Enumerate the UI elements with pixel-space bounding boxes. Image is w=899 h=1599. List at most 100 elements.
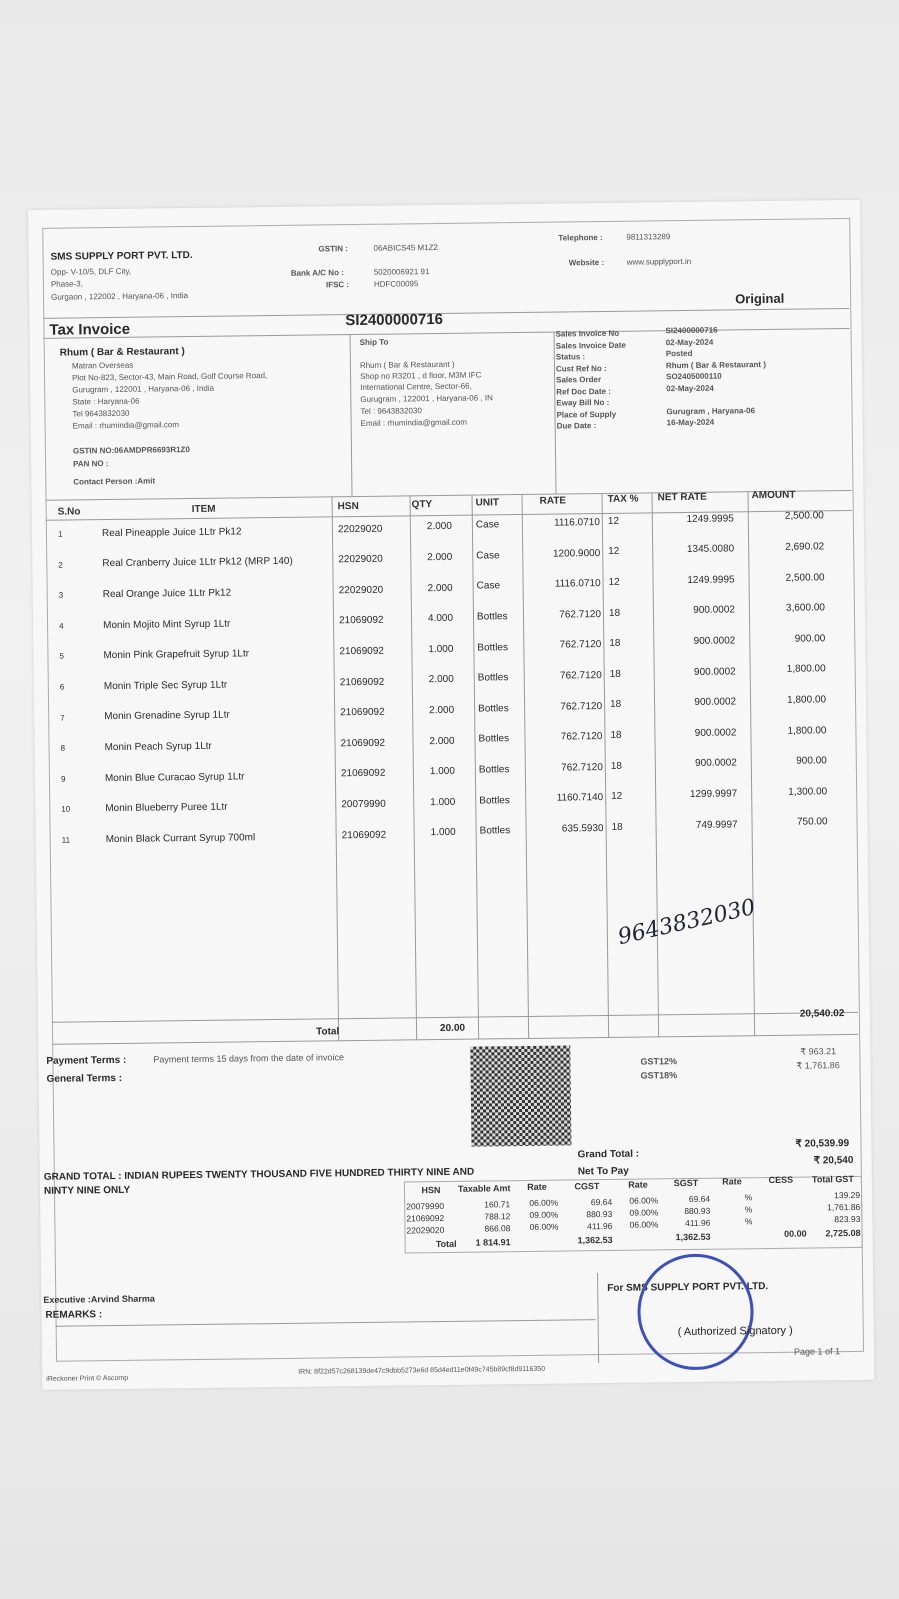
cell-s-no: 7 <box>60 713 65 723</box>
table-row: 7 Monin Grenadine Syrup 1Ltr 21069092 2.000… <box>28 200 860 722</box>
cell-tax-: 18 <box>609 668 621 680</box>
gst-column-header: Taxable Amt <box>457 1183 511 1195</box>
bill-to-pan: PAN NO : <box>73 459 109 469</box>
cell-amount: 900.00 <box>796 755 827 767</box>
cell-item: Monin Peach Syrup 1Ltr <box>104 740 212 754</box>
page-number: Page 1 of 1 <box>793 1346 841 1357</box>
gst-cell: 06.00% <box>529 1221 559 1233</box>
cell-unit: Bottles <box>479 825 511 837</box>
cell-s-no: 3 <box>58 590 64 600</box>
total-qty: 20.00 <box>439 1022 466 1035</box>
cell-net-rate: 900.0002 <box>693 635 736 647</box>
cell-item: Monin Blue Curacao Syrup 1Ltr <box>104 770 245 784</box>
cell-item: Monin Pink Grapefruit Syrup 1Ltr <box>103 648 250 662</box>
gst-cell: 880.93 <box>684 1205 711 1217</box>
cell-net-rate: 749.9997 <box>695 818 738 831</box>
gst-column-header: HSN <box>421 1185 441 1196</box>
gst-cell: % <box>744 1204 753 1215</box>
cell-rate: 1116.0710 <box>554 578 601 590</box>
cell-tax-: 18 <box>608 607 621 619</box>
table-row: 10 Monin Blueberry Puree 1Ltr 20079990 1.00… <box>28 200 860 814</box>
cell-qty: 4.000 <box>427 613 454 625</box>
cell-s-no: 1 <box>57 529 63 539</box>
meta-value: SO2405000110 <box>666 371 722 382</box>
table-row: 5 Monin Pink Grapefruit Syrup 1Ltr 2106909… <box>28 200 860 661</box>
cell-amount: 1,800.00 <box>787 724 827 737</box>
cell-s-no: 11 <box>61 835 71 845</box>
meta-label: Ref Doc Date : <box>556 386 611 397</box>
column-header: ITEM <box>191 503 216 516</box>
gst-total-cell: Total <box>435 1238 457 1250</box>
cell-rate: 1116.0710 <box>554 517 600 529</box>
table-row: 9 Monin Blue Curacao Syrup 1Ltr 21069092 1.… <box>28 200 860 783</box>
cell-s-no: 6 <box>59 682 65 692</box>
cell-rate: 635.5930 <box>561 823 604 835</box>
gst-total-cell: 00.00 <box>783 1228 807 1240</box>
gst-column-header: Rate <box>722 1176 742 1187</box>
grand-total-label: Grand Total : <box>577 1148 640 1161</box>
cell-rate: 762.7120 <box>560 731 603 743</box>
meta-label: Place of Supply <box>556 409 617 420</box>
copy-label: Original <box>735 290 785 307</box>
cell-hsn: 22029020 <box>338 553 383 566</box>
seller-gstin: 06ABICS45 M1Z2 <box>373 242 439 253</box>
gst12-label: GST12% <box>640 1056 678 1067</box>
ship-to-line: Gurugram , 122001 , Haryana-06 , IN <box>360 393 493 404</box>
gst-total-cell: 1,362.53 <box>577 1234 613 1245</box>
cell-qty: 2.000 <box>426 521 452 533</box>
bill-to-name: Rhum ( Bar & Restaurant ) <box>59 346 185 359</box>
cell-net-rate: 1345.0080 <box>686 543 735 556</box>
gstin-label: GSTIN : <box>318 244 348 254</box>
cell-hsn: 22029020 <box>338 584 384 597</box>
cell-net-rate: 900.0002 <box>694 696 737 709</box>
ship-to-label: Ship To <box>359 337 389 347</box>
cell-tax-: 18 <box>610 760 623 772</box>
bank-no: 5020006921 91 <box>373 267 430 277</box>
gst-cell: 09.00% <box>629 1207 659 1218</box>
contact-person: Contact Person :Amit <box>73 476 156 487</box>
net-to-pay: ₹ 20,540 <box>813 1154 854 1167</box>
cell-tax-: 12 <box>608 546 620 558</box>
cell-unit: Bottles <box>479 794 510 807</box>
cell-unit: Bottles <box>478 764 510 776</box>
authorized-signatory: ( Authorized Signatory ) <box>677 1324 793 1339</box>
gst-summary-table: HSN Taxable Amt Rate CGST Rate SGST Rate CESS To… <box>28 200 863 1254</box>
cell-tax-: 12 <box>608 576 620 588</box>
meta-value: SI2400000716 <box>665 325 718 336</box>
cell-s-no: 8 <box>60 743 66 753</box>
ifsc-label: IFSC : <box>325 280 350 290</box>
gst-cell: 06.00% <box>629 1195 659 1206</box>
bill-to-line: Matran Overseas <box>71 360 134 371</box>
seller-addr: Phase-3, <box>50 279 83 289</box>
cell-net-rate: 1249.9995 <box>687 574 735 586</box>
column-header: S.No <box>57 506 81 518</box>
gst18-label: GST18% <box>640 1070 678 1081</box>
gst-cell: 411.96 <box>684 1217 711 1229</box>
table-row: 11 Monin Black Currant Syrup 700ml 2106909… <box>28 200 860 845</box>
table-row: 8 Monin Peach Syrup 1Ltr 21069092 2.000 Bott… <box>28 200 860 753</box>
gst-cell: 21069092 <box>406 1212 445 1224</box>
cell-item: Monin Grenadine Syrup 1Ltr <box>104 709 230 723</box>
ship-to-line: Shop no R3201 , d floor, M3M IFC <box>360 370 482 381</box>
cell-unit: Bottles <box>476 611 508 623</box>
total-amount: 20,540.02 <box>799 1008 845 1020</box>
meta-value: Rhum ( Bar & Restaurant ) <box>665 359 767 370</box>
cell-tax-: 18 <box>611 821 623 833</box>
gst-cell: 22029020 <box>406 1224 445 1236</box>
column-header: AMOUNT <box>751 489 796 502</box>
cell-unit: Bottles <box>478 733 510 745</box>
gst12-amount: ₹ 963.21 <box>800 1046 837 1057</box>
cell-amount: 2,500.00 <box>785 571 825 584</box>
cell-hsn: 21069092 <box>341 829 387 841</box>
cell-item: Monin Black Currant Syrup 700ml <box>105 832 256 845</box>
items-table: S.No ITEM HSN QTY UNIT RATE TAX % NET RATE AMOUN… <box>28 200 860 1042</box>
meta-value: Gurugram , Haryana-06 <box>666 405 756 416</box>
column-header: TAX % <box>607 493 639 505</box>
amount-in-words: NINTY NINE ONLY <box>43 1184 131 1197</box>
seller-tel: 9811313289 <box>626 232 671 242</box>
meta-value: 02-May-2024 <box>666 383 714 393</box>
tel-label: Telephone : <box>558 232 603 243</box>
cell-amount: 2,500.00 <box>784 510 824 523</box>
gst-cell: 1,761.86 <box>827 1201 861 1212</box>
cell-qty: 2.000 <box>429 735 455 747</box>
